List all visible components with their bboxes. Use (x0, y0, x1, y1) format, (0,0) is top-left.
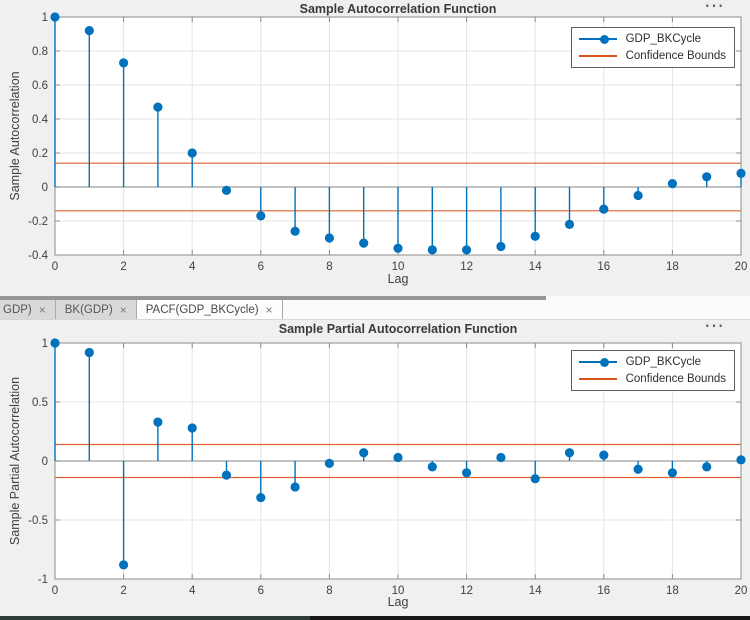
tab-strip-band (0, 296, 546, 300)
pacf-legend[interactable]: GDP_BKCycle Confidence Bounds (570, 350, 735, 391)
svg-text:8: 8 (326, 585, 332, 597)
svg-text:0: 0 (42, 456, 48, 468)
svg-text:0.2: 0.2 (32, 148, 48, 160)
bounds-line-sample-icon (577, 372, 619, 386)
svg-text:16: 16 (597, 261, 610, 273)
svg-text:12: 12 (460, 261, 473, 273)
legend-label: Confidence Bounds (625, 50, 726, 62)
svg-text:18: 18 (666, 261, 679, 273)
svg-text:20: 20 (735, 585, 748, 597)
legend-entry-series: GDP_BKCycle (577, 31, 726, 47)
svg-text:6: 6 (258, 585, 264, 597)
more-options-icon[interactable]: ⋯ (704, 315, 726, 337)
svg-text:2: 2 (120, 261, 126, 273)
svg-text:6: 6 (258, 261, 264, 273)
close-tab-icon[interactable]: × (119, 302, 127, 317)
tab-pacf-gdp-bkcycle[interactable]: PACF(GDP_BKCycle) × (136, 300, 283, 319)
legend-entry-series: GDP_BKCycle (577, 354, 726, 370)
svg-text:-0.2: -0.2 (28, 216, 48, 228)
figure-tab-bar: GDP) × BK(GDP) × PACF(GDP_BKCycle) × (0, 296, 750, 320)
tab-label: BK(GDP) (64, 303, 113, 316)
svg-text:1: 1 (42, 338, 48, 350)
acf-x-axis-label: Lag (387, 272, 409, 286)
svg-text:-1: -1 (38, 574, 48, 586)
svg-text:0.5: 0.5 (32, 397, 48, 409)
svg-text:2: 2 (120, 585, 126, 597)
svg-text:14: 14 (529, 261, 542, 273)
legend-entry-bounds: Confidence Bounds (577, 48, 726, 64)
acf-title: Sample Autocorrelation Function (299, 2, 497, 16)
tabs-row: GDP) × BK(GDP) × PACF(GDP_BKCycle) × (0, 300, 750, 319)
svg-text:1: 1 (42, 12, 48, 24)
bottom-edge-left-segment (0, 616, 310, 620)
legend-label: Confidence Bounds (625, 373, 726, 385)
legend-label: GDP_BKCycle (625, 33, 702, 45)
pacf-figure: 0 2 4 6 8 10 12 14 16 18 20 1 0.5 0 -0.5 -1 Sample Part… (0, 316, 750, 616)
legend-entry-bounds: Confidence Bounds (577, 371, 726, 387)
tab-label: GDP) (3, 303, 32, 316)
pacf-y-axis-label: Sample Partial Autocorrelation (8, 376, 22, 546)
svg-text:-0.5: -0.5 (28, 515, 48, 527)
tab-bk-gdp[interactable]: BK(GDP) × (55, 300, 137, 319)
svg-text:20: 20 (735, 261, 748, 273)
pacf-x-axis-label: Lag (387, 595, 409, 609)
svg-text:0.8: 0.8 (32, 46, 48, 58)
legend-label: GDP_BKCycle (625, 356, 702, 368)
bottom-edge-right-segment (310, 616, 750, 620)
svg-text:0: 0 (52, 585, 58, 597)
more-options-icon[interactable]: ⋯ (704, 0, 726, 17)
stem-line-sample-icon (577, 32, 619, 46)
svg-text:0: 0 (42, 182, 48, 194)
acf-figure: 0 2 4 6 8 10 12 14 16 18 20 1 0.8 0.6 0.4 0.2 0 -0.2 -0.4 … (0, 0, 750, 296)
bounds-line-sample-icon (577, 49, 619, 63)
svg-text:18: 18 (666, 585, 679, 597)
svg-text:-0.4: -0.4 (28, 250, 48, 262)
bottom-window-edge (0, 616, 750, 620)
svg-text:4: 4 (189, 261, 196, 273)
close-tab-icon[interactable]: × (265, 302, 273, 317)
svg-text:0.6: 0.6 (32, 80, 48, 92)
svg-text:12: 12 (460, 585, 473, 597)
svg-text:10: 10 (392, 261, 405, 273)
pacf-title: Sample Partial Autocorrelation Function (278, 322, 518, 336)
svg-text:4: 4 (189, 585, 196, 597)
svg-text:8: 8 (326, 261, 332, 273)
svg-text:0.4: 0.4 (32, 114, 49, 126)
acf-legend[interactable]: GDP_BKCycle Confidence Bounds (570, 27, 735, 68)
svg-text:0: 0 (52, 261, 58, 273)
svg-text:14: 14 (529, 585, 542, 597)
acf-y-axis-label: Sample Autocorrelation (8, 71, 22, 201)
tab-acf-gdp[interactable]: GDP) × (0, 300, 56, 319)
tab-label: PACF(GDP_BKCycle) (145, 303, 259, 316)
svg-text:10: 10 (392, 585, 405, 597)
svg-text:16: 16 (597, 585, 610, 597)
stem-line-sample-icon (577, 355, 619, 369)
close-tab-icon[interactable]: × (38, 302, 46, 317)
